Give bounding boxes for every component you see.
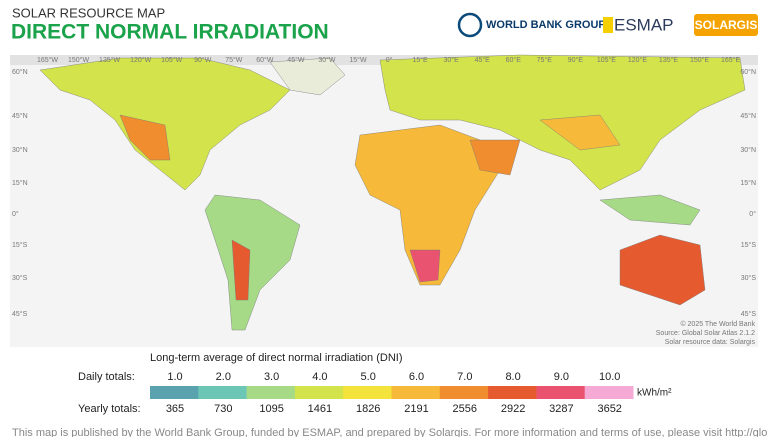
latitude-label: 45°N [12, 112, 28, 120]
latitude-label: 0° [12, 210, 19, 218]
longitude-label: 60°E [506, 56, 522, 64]
footer: This map is published by the World Bank … [12, 427, 768, 437]
longitude-label: 150°E [690, 56, 709, 64]
credit: © 2025 The World Bank [680, 320, 755, 328]
andes [231, 239, 251, 301]
south-america [204, 194, 301, 331]
legend-swatch [198, 386, 248, 399]
credit: Source: Global Solar Atlas 2.1.2 [656, 330, 755, 337]
longitude-label: 135°E [659, 56, 678, 64]
solargis-badge [694, 14, 758, 36]
maritime-asia [599, 194, 701, 226]
longitude-label: 165°E [721, 56, 740, 64]
longitude-label: 45°E [475, 56, 491, 64]
longitude-label: 30°E [444, 56, 460, 64]
latitude-label: 45°S [741, 310, 757, 318]
longitude-label: 90°E [568, 56, 584, 64]
kicker: SOLAR RESOURCE MAP [12, 5, 165, 20]
logo: ESMAP [614, 15, 674, 34]
legend-unit: kWh/m² [637, 388, 672, 399]
logo: SOLARGIS [695, 18, 758, 32]
longitude-label: 75°E [537, 56, 553, 64]
legend-title: Long-term average of direct normal irrad… [150, 352, 403, 364]
yearly-value: 1461 [308, 403, 332, 415]
longitude-label: 90°W [194, 56, 212, 64]
wbg-icon [457, 12, 483, 38]
longitude-label: 15°E [412, 56, 428, 64]
legend-label: Yearly totals: [78, 403, 141, 415]
latitude-label: 15°N [740, 179, 756, 187]
legend-swatch [584, 386, 634, 399]
yearly-value: 730 [214, 403, 232, 415]
longitude-label: 60°W [256, 56, 274, 64]
yearly-value: 365 [166, 403, 184, 415]
longitude-label: 120°E [628, 56, 647, 64]
yearly-value: 1095 [259, 403, 283, 415]
daily-value: 10.0 [599, 371, 620, 383]
longitude-label: 0° [386, 56, 393, 64]
latitude-label: 60°N [740, 68, 756, 76]
land [39, 54, 746, 331]
latitude-label: 15°N [12, 179, 28, 187]
latitude-label: 60°N [12, 68, 28, 76]
daily-value: 8.0 [505, 371, 520, 383]
longitude-label: 165°W [37, 56, 58, 64]
daily-value: 9.0 [554, 371, 569, 383]
credit: Solar resource data: Solargis [665, 339, 756, 346]
longitude-label: 120°W [130, 56, 151, 64]
latitude-label: 30°S [12, 274, 28, 282]
latitude-label: 45°S [12, 310, 28, 318]
greenland [269, 57, 346, 96]
legend-swatch [150, 386, 199, 399]
legend-swatch [391, 386, 441, 399]
legend-label: Daily totals: [78, 371, 135, 383]
latitude-label: 15°S [12, 241, 28, 249]
legend-swatch [294, 386, 344, 399]
australia [619, 234, 706, 306]
latitude-label: 30°N [12, 146, 28, 154]
yearly-value: 1826 [356, 403, 380, 415]
daily-value: 3.0 [264, 371, 279, 383]
north-america [39, 57, 291, 191]
namib [409, 249, 441, 283]
legend-swatch [439, 386, 489, 399]
arabia [469, 139, 521, 176]
latitude-label: 15°S [741, 241, 757, 249]
latitude-label: 0° [749, 210, 756, 218]
sw-usa [119, 114, 171, 161]
longitude-label: 105°W [161, 56, 182, 64]
legend-swatch [488, 386, 537, 399]
longitude-label: 75°W [225, 56, 243, 64]
logo: WORLD BANK GROUP [486, 19, 606, 31]
yearly-value: 3287 [549, 403, 573, 415]
daily-value: 5.0 [361, 371, 376, 383]
legend-swatch [536, 386, 586, 399]
longitude-label: 150°W [68, 56, 89, 64]
daily-value: 7.0 [457, 371, 472, 383]
legend-swatch [246, 386, 296, 399]
longitude-label: 15°W [349, 56, 367, 64]
title: DIRECT NORMAL IRRADIATION [11, 21, 329, 44]
daily-value: 4.0 [312, 371, 327, 383]
yearly-value: 3652 [597, 403, 621, 415]
latitude-label: 45°N [740, 112, 756, 120]
daily-value: 1.0 [167, 371, 182, 383]
daily-value: 6.0 [409, 371, 424, 383]
longitude-label: 45°W [287, 56, 305, 64]
daily-value: 2.0 [216, 371, 231, 383]
latitude-label: 30°S [741, 274, 757, 282]
legend-swatch [343, 386, 392, 399]
yearly-value: 2922 [501, 403, 525, 415]
yearly-value: 2556 [453, 403, 477, 415]
longitude-label: 135°W [99, 56, 120, 64]
yearly-value: 2191 [404, 403, 428, 415]
longitude-label: 105°E [597, 56, 616, 64]
tibet [539, 114, 621, 151]
esmap-icon [603, 17, 613, 33]
longitude-label: 30°W [318, 56, 336, 64]
latitude-label: 30°N [740, 146, 756, 154]
